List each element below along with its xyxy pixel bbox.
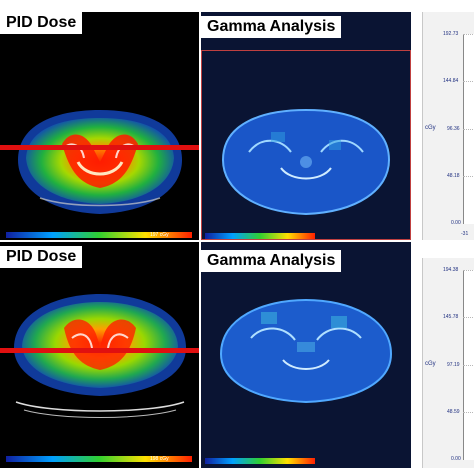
dose-colorbar-label-bottom: 198 cGy — [150, 456, 169, 462]
y-tick-label: 48.18 — [447, 173, 460, 179]
y-tick-label: 145.78 — [443, 314, 459, 320]
gridline — [463, 270, 474, 271]
gamma-analysis-panel-top[interactable]: Gamma Analysis — [201, 12, 411, 240]
gamma-colorbar-top — [205, 233, 315, 239]
y-axis-unit: cGy — [425, 125, 436, 131]
pid-dose-panel-top[interactable]: PID Dose 197 cGy — [0, 12, 199, 240]
panel-title-pid-dose-top: PID Dose — [0, 12, 83, 34]
dose-map-image-bottom — [14, 294, 186, 418]
x-tick-label: -31 — [461, 231, 469, 237]
gridline — [463, 129, 474, 130]
dose-map-image-top — [18, 110, 182, 214]
y-tick-label: 48.59 — [447, 409, 460, 415]
y-tick-label: 0.00 — [451, 220, 461, 226]
gridline — [463, 412, 474, 413]
dose-profile-chart-bottom[interactable]: 194.38 145.78 97.19 48.59 0.00 cGy — [422, 258, 474, 468]
gridline — [463, 365, 474, 366]
y-tick-label: 0.00 — [451, 456, 461, 462]
y-tick-label: 194.38 — [443, 267, 459, 273]
dose-colorbar-bottom — [6, 456, 192, 462]
y-tick-label: 144.84 — [443, 78, 459, 84]
gridline — [463, 176, 474, 177]
y-tick-label: 97.19 — [447, 362, 460, 368]
gamma-analysis-panel-bottom[interactable]: Gamma Analysis — [201, 242, 411, 468]
gridline — [463, 34, 474, 35]
profile-line-bottom[interactable] — [0, 348, 199, 353]
gridline — [463, 81, 474, 82]
panel-title-pid-dose-bottom: PID Dose — [0, 246, 83, 268]
pid-dose-panel-bottom[interactable]: PID Dose 198 cGy — [0, 242, 199, 468]
panel-title-gamma-analysis-bottom: Gamma Analysis — [201, 250, 342, 272]
gamma-map-image-bottom — [219, 298, 393, 404]
panel-title-gamma-analysis-top: Gamma Analysis — [201, 16, 342, 38]
y-tick-label: 96.36 — [447, 126, 460, 132]
gridline — [463, 317, 474, 318]
y-tick-label: 192.73 — [443, 31, 459, 37]
gamma-colorbar-bottom — [205, 458, 315, 464]
dose-colorbar-top — [6, 232, 192, 238]
profile-line-top[interactable] — [0, 145, 199, 150]
dose-profile-chart-top[interactable]: 192.73 144.84 96.36 48.18 0.00 cGy -31 — [422, 12, 474, 240]
y-axis-unit: cGy — [425, 361, 436, 367]
gamma-map-image-top — [221, 108, 391, 216]
dose-colorbar-label-top: 197 cGy — [150, 232, 169, 238]
